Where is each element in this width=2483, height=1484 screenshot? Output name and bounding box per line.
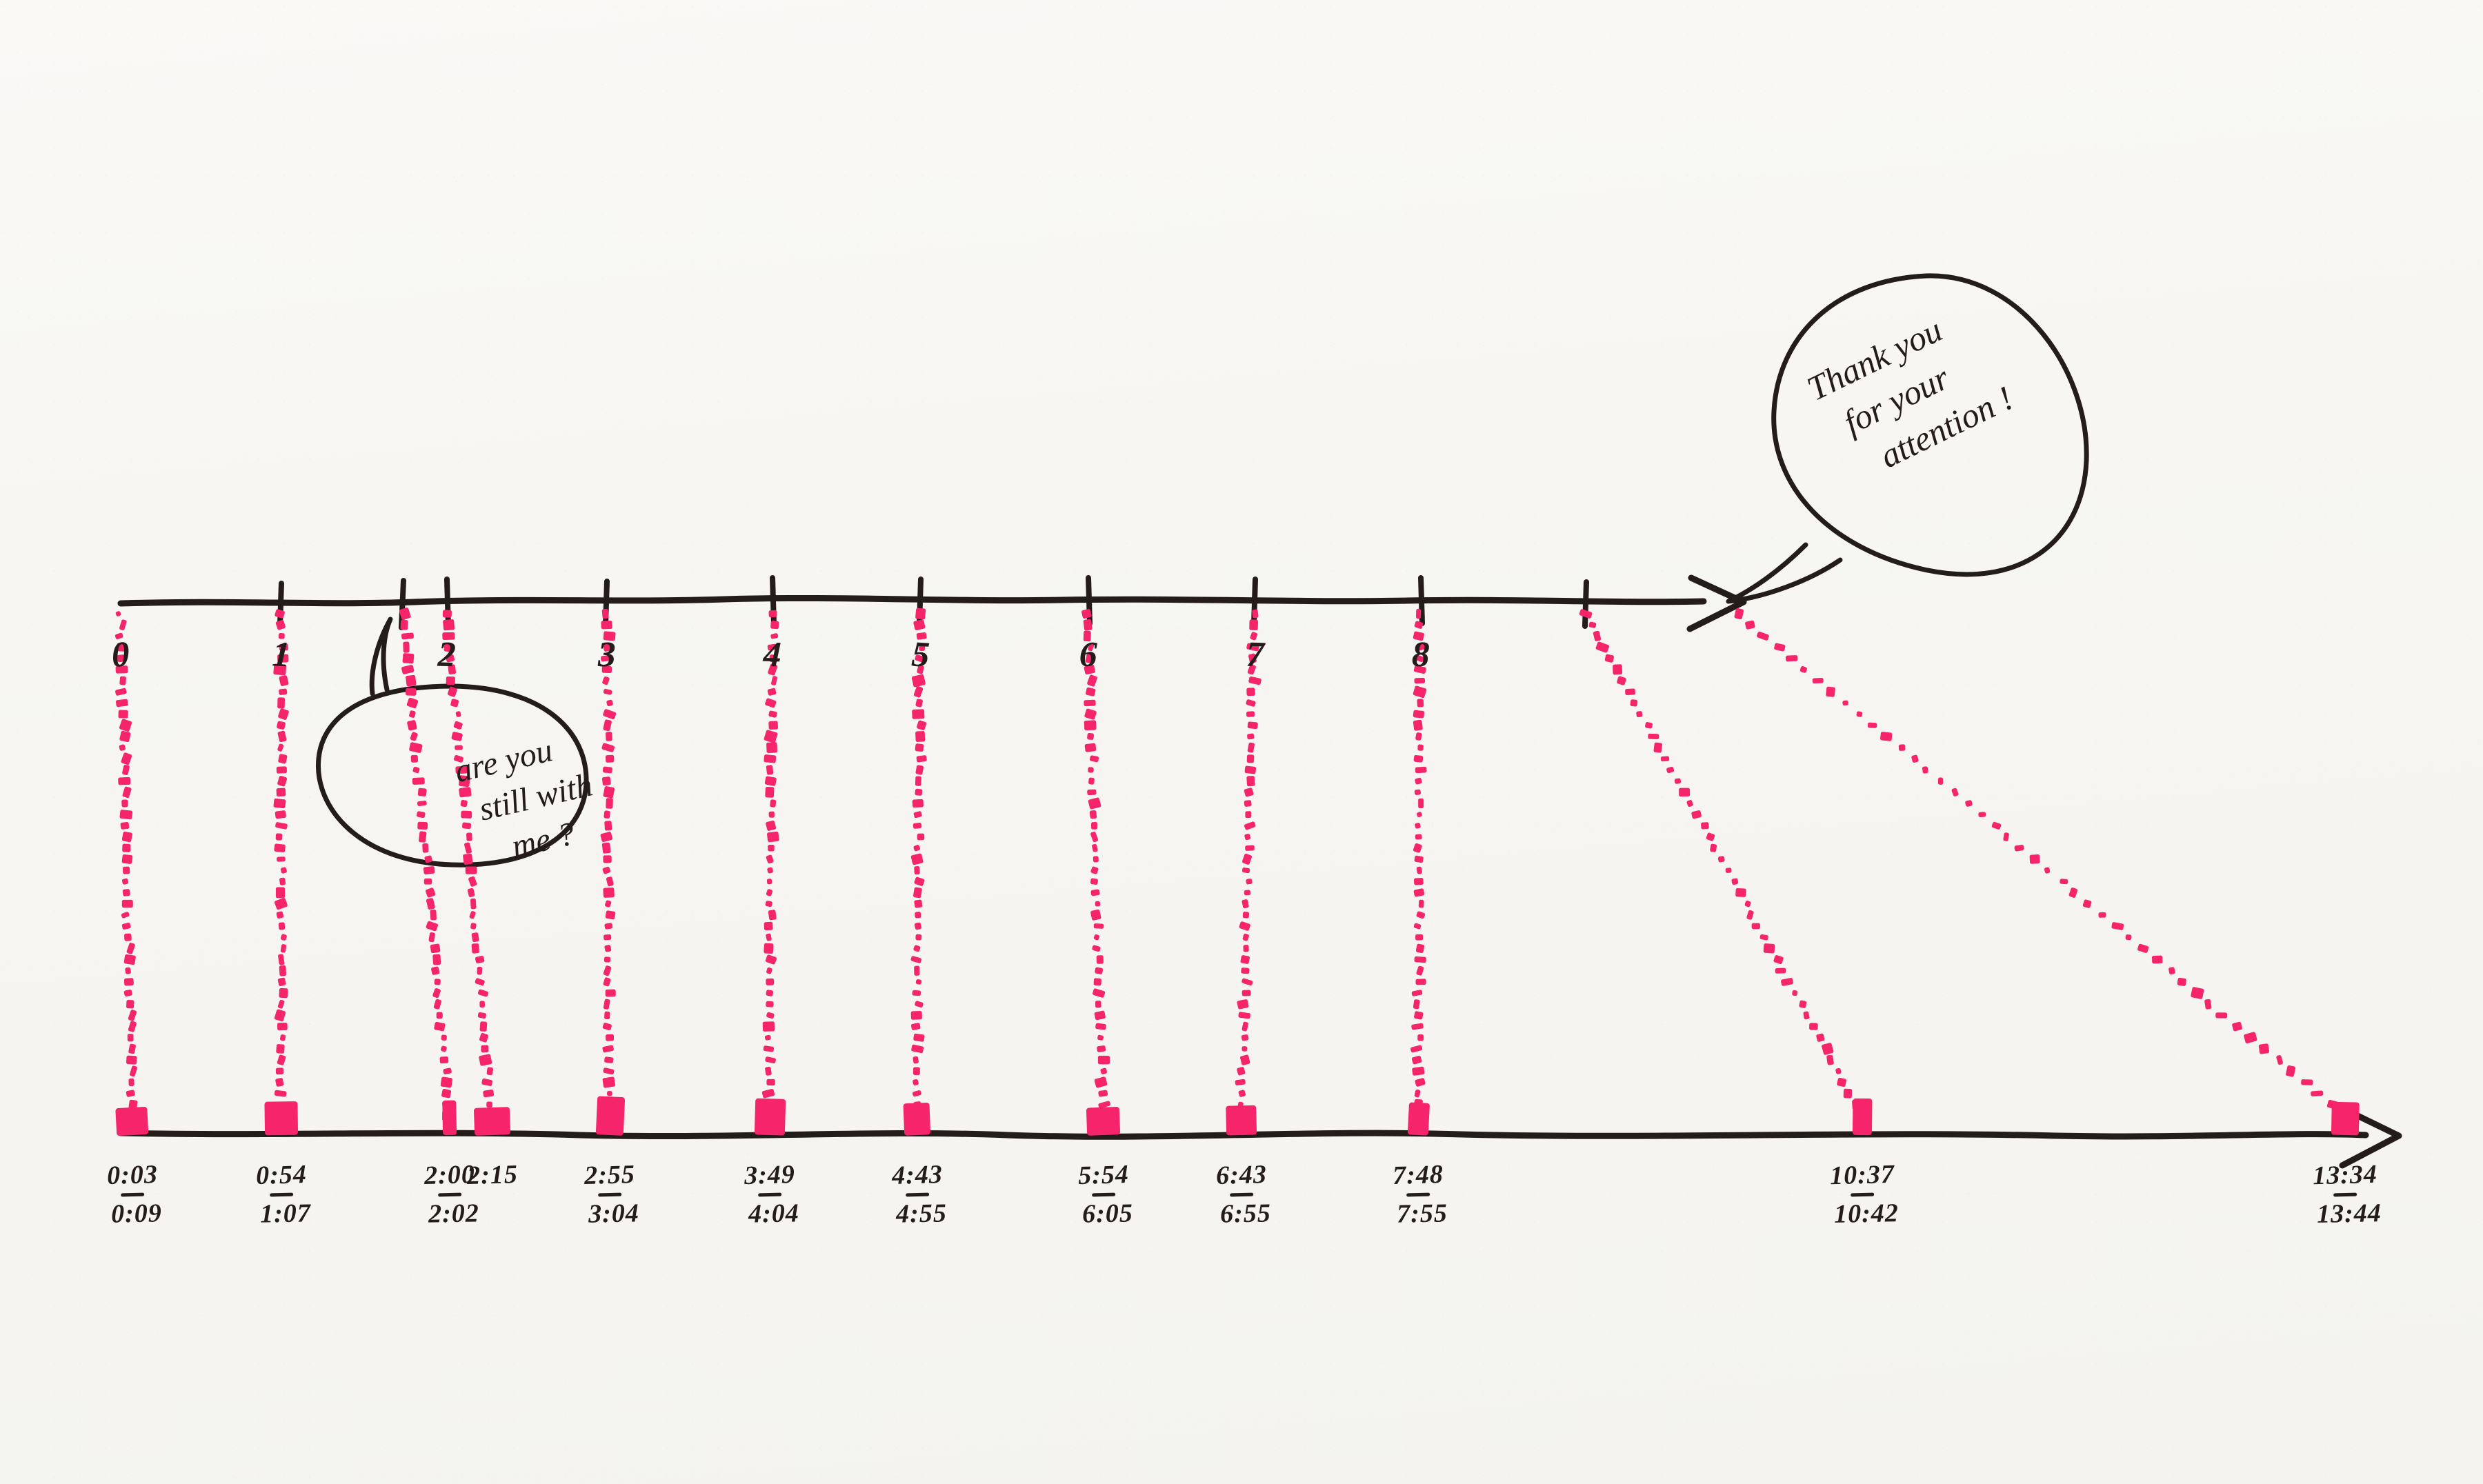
time-end: 4:04 — [748, 1199, 800, 1229]
time-start: 0:03 — [106, 1160, 159, 1190]
time-end: 3:04 — [588, 1199, 640, 1229]
top-axis-arrowhead — [1686, 574, 1747, 632]
time-marker-blob — [1407, 1102, 1430, 1136]
connector-0 — [114, 611, 140, 1122]
time-label: 3:49 4:04 — [744, 1160, 800, 1230]
time-start: 0:54 — [255, 1160, 308, 1190]
time-start: 2:55 — [584, 1160, 636, 1190]
time-end: 10:42 — [1833, 1199, 1899, 1229]
time-range-dash — [905, 1192, 930, 1197]
connector-2a — [399, 608, 455, 1121]
time-label: 0:03 0:09 — [106, 1160, 163, 1230]
time-end: 2:02 — [428, 1199, 480, 1229]
time-end: 6:05 — [1081, 1199, 1134, 1229]
time-marker-blob — [595, 1096, 626, 1136]
time-end: 13:44 — [2316, 1199, 2382, 1229]
connector-10 — [1734, 608, 2351, 1119]
top-axis-tick-label-1: 1 — [271, 634, 292, 675]
time-marker-blob — [754, 1098, 786, 1136]
time-marker-blob — [2331, 1101, 2360, 1136]
top-axis-tick-label-2: 2 — [437, 634, 457, 675]
time-range-dash — [597, 1192, 622, 1197]
time-start: 4:43 — [891, 1160, 944, 1190]
time-marker-blob — [115, 1107, 149, 1136]
time-start: 7:48 — [1392, 1160, 1444, 1190]
speech-bubble-are-you-still-with-me — [316, 616, 589, 868]
time-end: 0:09 — [110, 1199, 163, 1229]
time-range-dash — [1091, 1192, 1116, 1197]
connector-3 — [600, 608, 617, 1119]
time-range-dash — [757, 1192, 782, 1197]
speech-bubble-thank-you — [1726, 273, 2089, 604]
time-marker-blob — [264, 1101, 299, 1136]
top-axis-tick-label-4: 4 — [762, 634, 783, 675]
connector-6 — [1081, 609, 1110, 1121]
time-start: 2:15 — [466, 1160, 519, 1190]
connector-8 — [1410, 608, 1427, 1121]
time-label: 10:37 10:42 — [1829, 1159, 1899, 1230]
bottom-axis-arrowhead — [2339, 1105, 2402, 1169]
time-marker-blob — [1086, 1107, 1121, 1136]
time-range-dash — [269, 1192, 294, 1197]
time-label: 13:34 13:44 — [2312, 1159, 2382, 1230]
time-marker-blob — [1852, 1098, 1873, 1136]
time-range-dash — [1229, 1192, 1254, 1197]
time-range-dash — [1406, 1192, 1430, 1197]
connector-2b — [442, 610, 498, 1120]
time-label: 2:55 3:04 — [584, 1160, 640, 1230]
time-range-dash — [1850, 1192, 1875, 1197]
top-axis-tick-label-0: 0 — [110, 634, 132, 675]
time-start: 5:54 — [1077, 1160, 1130, 1190]
time-range-dash — [437, 1192, 462, 1197]
time-label: 6:43 6:55 — [1215, 1160, 1272, 1230]
time-start: 10:37 — [1829, 1159, 1895, 1191]
time-marker-blob — [474, 1107, 511, 1136]
time-marker-blob — [442, 1100, 457, 1136]
top-axis-tick-label-7: 7 — [1245, 634, 1266, 675]
top-axis-tick-label-3: 3 — [597, 634, 617, 675]
time-marker-blob — [903, 1102, 931, 1136]
time-end: 7:55 — [1396, 1199, 1448, 1229]
top-axis-tick-label-5: 5 — [910, 634, 931, 675]
connector-4 — [761, 610, 779, 1120]
time-label: 7:48 7:55 — [1392, 1160, 1448, 1230]
time-start: 13:34 — [2312, 1159, 2378, 1191]
connector-5 — [910, 608, 927, 1121]
time-end: 4:55 — [895, 1199, 948, 1229]
time-label: 0:54 1:07 — [255, 1160, 312, 1230]
top-axis-tick-label-8: 8 — [1411, 634, 1430, 675]
time-marker-blob — [1226, 1105, 1257, 1136]
top-axis-tick-label-6: 6 — [1079, 634, 1098, 675]
time-label: 2:15 — [466, 1160, 519, 1191]
connector-9 — [1579, 609, 1866, 1121]
time-range-dash — [120, 1192, 145, 1197]
connector-7 — [1235, 609, 1262, 1120]
time-start: 3:49 — [744, 1160, 796, 1190]
top-axis-line — [117, 594, 1707, 607]
time-label: 4:43 4:55 — [891, 1160, 948, 1230]
time-end: 1:07 — [259, 1199, 312, 1229]
connector-1 — [273, 609, 289, 1120]
time-end: 6:55 — [1219, 1199, 1272, 1229]
time-start: 6:43 — [1215, 1160, 1268, 1190]
time-range-dash — [2333, 1192, 2357, 1197]
time-label: 5:54 6:05 — [1077, 1160, 1134, 1230]
